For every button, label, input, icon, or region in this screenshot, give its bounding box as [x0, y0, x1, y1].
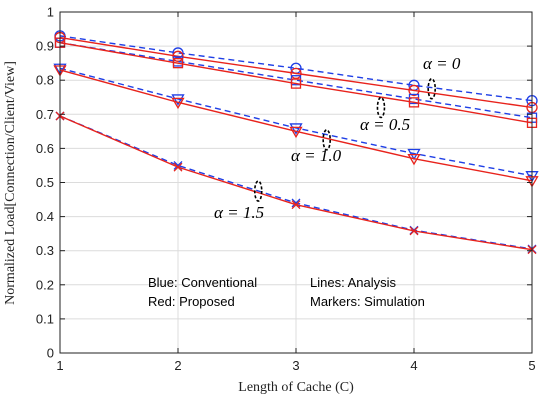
group-ellipse [322, 129, 331, 151]
analysis-line [59, 36, 533, 109]
y-tick-label: 0.8 [36, 73, 54, 88]
x-tick-label: 1 [56, 358, 63, 373]
alpha-label: α = 1.0 [291, 146, 342, 165]
analysis-line [59, 42, 533, 124]
triangle-marker [171, 97, 185, 110]
y-tick-label: 0.4 [36, 209, 54, 224]
annotation-layer: α = 0 α = 0.5 α = 1.0 α = 1.5 [214, 54, 461, 222]
series-layer [53, 30, 539, 255]
y-tick-label: 0.1 [36, 311, 54, 326]
x-marker [409, 226, 419, 236]
triangle-marker [289, 123, 303, 135]
note-blue: Blue: Conventional [148, 275, 257, 290]
alpha-label: α = 1.5 [214, 203, 264, 222]
y-tick-label: 0.3 [36, 243, 54, 258]
x-tick-label: 4 [410, 358, 417, 373]
note-markers: Markers: Simulation [310, 294, 425, 309]
y-tick-label: 0.2 [36, 277, 54, 292]
y-axis-title: Normalized Load[Connection/Client/View] [3, 61, 18, 305]
group-ellipse [427, 77, 437, 100]
square-marker [408, 97, 420, 108]
analysis-line [59, 69, 533, 182]
y-tick-label: 0.7 [36, 107, 54, 122]
x-marker [173, 162, 183, 172]
circle-marker [290, 67, 302, 80]
y-tick-label: 0.6 [36, 141, 54, 156]
x-tick-label: 5 [528, 358, 535, 373]
x-tick-label: 3 [292, 358, 299, 373]
circle-marker [172, 47, 184, 59]
series-alpha-1-0-proposed [53, 65, 539, 188]
tick-labels: 1 2 3 4 5 0 0.1 0.2 0.3 0.4 0.5 0.6 0.7 0.8 0.9 1 [36, 5, 536, 374]
note-red: Red: Proposed [148, 294, 235, 309]
x-marker [291, 200, 301, 210]
alpha-label: α = 0 [423, 54, 461, 73]
note-lines: Lines: Analysis [310, 275, 396, 290]
circle-marker [408, 84, 420, 97]
y-tick-label: 0 [47, 346, 54, 361]
x-tick-label: 2 [174, 358, 181, 373]
triangle-marker [407, 153, 421, 166]
triangle-marker [171, 94, 185, 106]
y-tick-label: 0.5 [36, 175, 54, 190]
square-marker [172, 58, 184, 69]
y-tick-label: 0.9 [36, 39, 54, 54]
group-ellipse [253, 180, 263, 202]
alpha-label: α = 0.5 [360, 115, 410, 134]
group-ellipse [376, 96, 386, 119]
square-marker [290, 78, 302, 89]
x-axis-title: Length of Cache (C) [238, 380, 354, 395]
y-tick-label: 1 [47, 5, 54, 20]
triangle-marker [289, 126, 303, 139]
